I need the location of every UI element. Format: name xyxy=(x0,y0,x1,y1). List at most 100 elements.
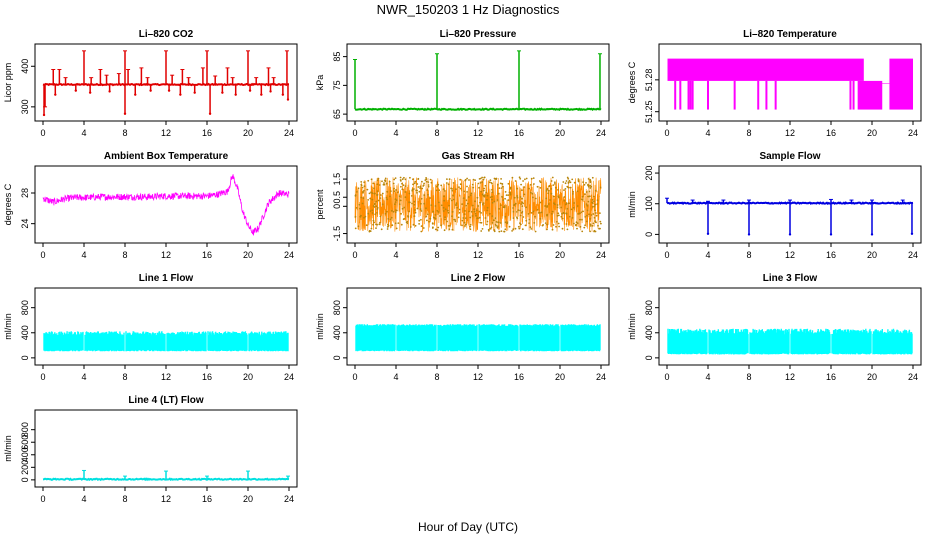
data-point xyxy=(597,224,599,227)
data-point xyxy=(415,189,417,192)
spike-point xyxy=(910,232,914,235)
data-point xyxy=(509,193,512,196)
data-point xyxy=(528,187,530,190)
y-tick-label: 100 xyxy=(644,196,654,211)
data-point xyxy=(360,181,363,183)
data-point xyxy=(571,217,574,219)
data-point xyxy=(521,205,524,208)
y-axis-label: Licor ppm xyxy=(3,63,13,103)
data-point xyxy=(472,204,474,207)
data-point xyxy=(476,196,479,199)
data-point xyxy=(381,192,384,195)
data-point xyxy=(427,181,430,184)
plot-area xyxy=(667,58,913,110)
data-point xyxy=(427,193,429,196)
data-point xyxy=(426,219,428,222)
data-point xyxy=(491,195,493,198)
data-point xyxy=(442,210,445,212)
panel-rh: Gas Stream RH0 4 8 12 16 20 24-1.500.51.5perce… xyxy=(315,151,610,260)
data-point xyxy=(390,209,393,212)
data-point xyxy=(561,212,563,215)
data-point xyxy=(371,212,374,214)
data-point xyxy=(385,196,388,199)
data-point xyxy=(418,190,421,193)
data-point xyxy=(452,182,455,184)
data-point xyxy=(470,192,473,195)
data-point xyxy=(454,204,457,206)
x-tick-label: 20 xyxy=(243,372,253,382)
data-point xyxy=(360,214,362,217)
data-point xyxy=(399,199,402,202)
data-point xyxy=(482,202,485,205)
x-tick-label: 16 xyxy=(202,494,212,504)
data-point xyxy=(425,180,428,183)
data-point xyxy=(528,222,530,225)
x-tick-label: 8 xyxy=(434,250,439,260)
data-point xyxy=(568,215,571,218)
data-point xyxy=(589,230,591,233)
data-point xyxy=(480,190,483,193)
data-point xyxy=(586,204,589,207)
data-point xyxy=(507,182,510,185)
plot-area xyxy=(354,176,602,233)
data-point xyxy=(444,218,446,221)
y-axis-label: ml/min xyxy=(3,435,13,462)
data-point xyxy=(454,188,457,191)
x-tick-label: 4 xyxy=(81,372,86,382)
data-point xyxy=(484,194,486,197)
data-point xyxy=(384,180,387,183)
data-point xyxy=(511,230,513,232)
y-tick-label: 28 xyxy=(20,188,30,198)
data-point xyxy=(385,182,388,185)
x-tick-label: 0 xyxy=(40,494,45,504)
data-point xyxy=(581,218,583,221)
data-point xyxy=(411,188,414,191)
data-point xyxy=(457,216,460,219)
data-point xyxy=(401,178,404,181)
data-point xyxy=(509,187,512,190)
band-upper xyxy=(667,58,864,81)
data-point xyxy=(581,230,584,233)
data-point xyxy=(577,180,580,183)
y-axis-label: degrees C xyxy=(3,183,13,225)
data-point xyxy=(401,188,404,191)
data-point xyxy=(577,213,580,215)
data-point xyxy=(449,197,451,200)
data-point xyxy=(368,192,371,195)
data-point xyxy=(400,212,402,215)
data-point xyxy=(534,230,537,233)
data-point xyxy=(550,192,553,195)
series-band xyxy=(43,331,289,352)
data-point xyxy=(461,219,464,222)
data-point xyxy=(446,209,449,212)
spike-point xyxy=(54,93,57,96)
data-point xyxy=(577,222,579,225)
data-point xyxy=(403,206,405,209)
data-point xyxy=(484,184,487,187)
data-point xyxy=(592,222,595,225)
data-point xyxy=(480,230,483,232)
data-point xyxy=(585,182,587,184)
data-point xyxy=(375,205,378,208)
data-point xyxy=(556,214,559,217)
data-point xyxy=(360,196,363,199)
x-tick-label: 24 xyxy=(596,372,606,382)
panel-line1: Line 1 Flow 0 4 8 12 16 20 24 0 400 800 ml/min xyxy=(3,273,298,382)
data-point xyxy=(463,213,466,216)
x-tick-label: 24 xyxy=(908,250,918,260)
data-point xyxy=(480,221,483,224)
data-point xyxy=(482,194,485,197)
data-point xyxy=(524,178,526,181)
data-point xyxy=(380,194,382,196)
data-point xyxy=(522,216,525,218)
data-point xyxy=(503,230,505,233)
data-point xyxy=(529,226,532,229)
data-point xyxy=(502,185,504,188)
data-point xyxy=(556,206,559,209)
data-point xyxy=(410,195,413,197)
data-point xyxy=(413,188,415,190)
data-point xyxy=(504,228,507,231)
data-point xyxy=(414,211,417,214)
data-point xyxy=(519,196,522,198)
y-tick-label: 800 xyxy=(332,300,342,315)
